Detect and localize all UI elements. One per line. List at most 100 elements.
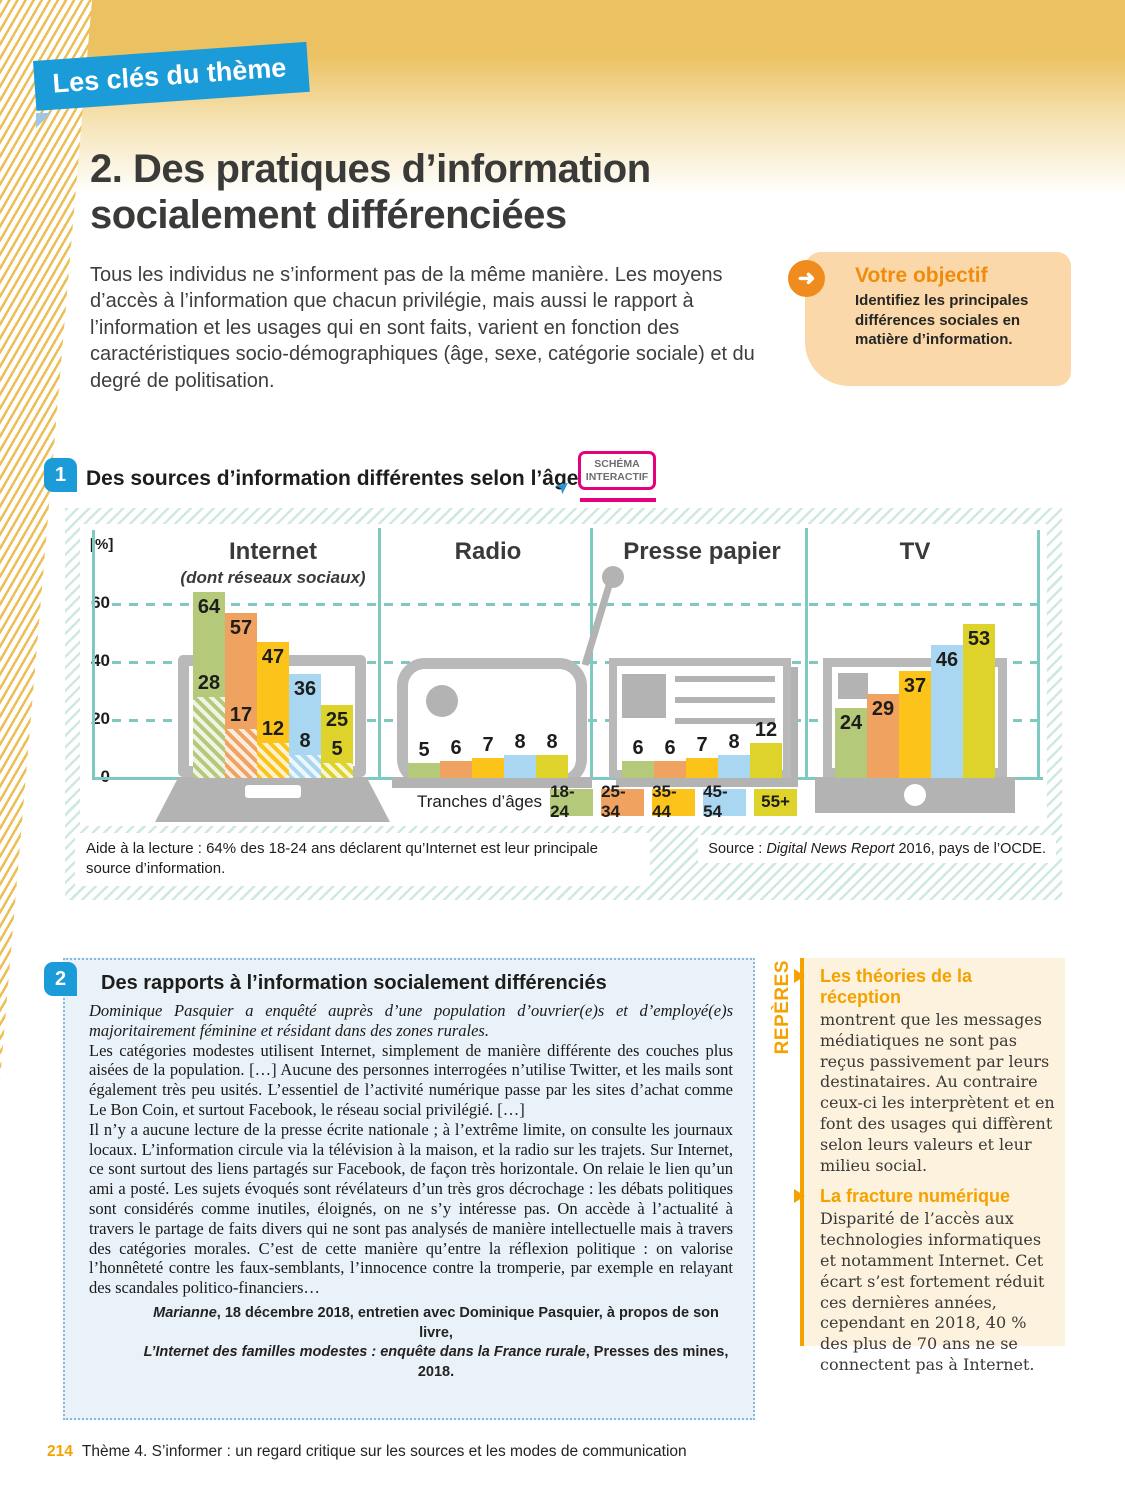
legend-chip-35-44: 35-44 bbox=[652, 782, 696, 821]
bar-slot: 7 bbox=[472, 734, 504, 778]
legend: Tranches d’âges 18-24 25-34 35-44 45-54 55+ bbox=[417, 782, 798, 821]
bar-value-label: 8 bbox=[728, 731, 740, 753]
schema-badge-underline bbox=[580, 498, 656, 502]
bar-value-label: 64 bbox=[197, 596, 221, 618]
bar-slot: 6 bbox=[440, 737, 472, 778]
y-tick-20: 20 bbox=[91, 709, 110, 728]
legend-chips: 18-24 25-34 35-44 45-54 55+ bbox=[550, 782, 798, 821]
bar-Radio-18-24 bbox=[408, 763, 440, 778]
attribution-magazine: Marianne bbox=[153, 1304, 217, 1321]
panel-subtitle-1: (dont réseaux sociaux) bbox=[180, 568, 366, 587]
reperes-item2-title: La fracture numérique bbox=[794, 1186, 1055, 1207]
schema-badge-line1: SCHÉMA bbox=[594, 458, 640, 470]
laptop-trackpad bbox=[245, 785, 301, 798]
footer-text: Thème 4. S’informer : un regard critique… bbox=[81, 1443, 687, 1460]
objective-box: ➜ Votre objectif Identifiez les principa… bbox=[788, 252, 1071, 386]
bar-slot: 53 bbox=[963, 624, 995, 778]
bar-social-value-label: 8 bbox=[299, 730, 311, 752]
bar-Presse papier-55+ bbox=[750, 743, 782, 778]
legend-chip-18-24: 18-24 bbox=[550, 782, 594, 821]
y-axis-unit-label: [%] bbox=[90, 536, 114, 553]
panel-title-1: Internet bbox=[228, 538, 317, 565]
document-box: Des rapports à l’information socialement… bbox=[63, 958, 755, 1420]
tv-stand bbox=[815, 777, 1015, 813]
bar-value-label: 24 bbox=[839, 712, 863, 734]
bar-value-label: 12 bbox=[754, 719, 778, 741]
bar-Radio-45-54 bbox=[504, 755, 536, 778]
reperes-item1-title: Les théories de la réception bbox=[794, 966, 1055, 1008]
bar-slot: 12 bbox=[750, 719, 782, 778]
bar-value-label: 37 bbox=[903, 675, 927, 697]
bar-slot: 24 bbox=[835, 708, 867, 778]
bar-TV-45-54 bbox=[931, 645, 963, 778]
section2-number-badge: 2 bbox=[44, 962, 77, 996]
y-tick-40: 40 bbox=[91, 651, 110, 670]
bar-value-label: 7 bbox=[482, 734, 494, 756]
bar-value-label: 6 bbox=[450, 737, 462, 759]
chart-plot-area: [%] bbox=[80, 524, 1047, 826]
tv-stand-button bbox=[904, 784, 926, 806]
bar-slot: 12 47 bbox=[257, 642, 289, 778]
bar-Radio-55+ bbox=[536, 755, 568, 778]
section2-title: Des rapports à l’information socialement… bbox=[101, 972, 607, 994]
bar-value-label: 5 bbox=[418, 739, 430, 761]
radio-speaker-knob bbox=[426, 685, 458, 717]
bar-group-3: 6 6 7 8 12 bbox=[622, 719, 782, 778]
bar-TV-55+ bbox=[963, 624, 995, 778]
bar-value-label: 47 bbox=[261, 646, 285, 668]
bar-Radio-35-44 bbox=[472, 758, 504, 778]
page-footer: 214 Thème 4. S’informer : un regard crit… bbox=[47, 1443, 687, 1461]
bar-social-value-label: 28 bbox=[197, 672, 221, 694]
source-title: Digital News Report bbox=[766, 841, 895, 857]
attribution-book-title: L’Internet des familles modestes : enquê… bbox=[143, 1344, 586, 1361]
bar-value-label: 29 bbox=[871, 698, 895, 720]
bar-TV-35-44 bbox=[899, 671, 931, 778]
source-suffix: 2016, pays de l’OCDE. bbox=[894, 841, 1046, 857]
bar-Internet-25-34 bbox=[225, 613, 257, 778]
bar-slot: 8 bbox=[504, 731, 536, 778]
bar-slot: 8 bbox=[536, 731, 568, 778]
interactive-schema-badge: SCHÉMA INTERACTIF bbox=[578, 451, 656, 491]
bar-slot: 7 bbox=[686, 734, 718, 778]
schema-badge-line2: INTERACTIF bbox=[585, 470, 649, 483]
bar-Presse papier-18-24 bbox=[622, 761, 654, 778]
bar-Presse papier-45-54 bbox=[718, 755, 750, 778]
intro-paragraph: Tous les individus ne s’informent pas de… bbox=[90, 264, 755, 392]
bar-value-label: 7 bbox=[696, 734, 708, 756]
document-paragraph-2: Il n’y a aucune lecture de la presse écr… bbox=[89, 1119, 733, 1298]
reperes-vertical-label: REPÈRES bbox=[772, 960, 793, 1055]
bar-value-label: 8 bbox=[546, 731, 558, 753]
bar-slot: 8 bbox=[718, 731, 750, 778]
bar-Internet-45-54 bbox=[289, 674, 321, 778]
bar-value-label: 6 bbox=[632, 737, 644, 759]
newspaper-text-line bbox=[675, 697, 775, 703]
source-prefix: Source : bbox=[708, 841, 767, 857]
bar-value-label: 36 bbox=[293, 678, 317, 700]
bar-social-value-label: 17 bbox=[229, 704, 253, 726]
bar-social-hatch bbox=[289, 755, 321, 778]
y-tick-0: 0 bbox=[80, 767, 110, 787]
radio-antenna-icon bbox=[581, 566, 624, 667]
bar-slot: 46 bbox=[931, 645, 963, 778]
bar-TV-25-34 bbox=[867, 694, 899, 778]
section1-number-badge: 1 bbox=[44, 458, 77, 492]
bar-slot: 5 bbox=[408, 739, 440, 778]
panel-title-2: Radio bbox=[454, 538, 522, 565]
document-intro: Dominique Pasquier a enquêté auprès d’un… bbox=[89, 1001, 733, 1040]
legend-label: Tranches d’âges bbox=[417, 792, 543, 811]
panel-title-4: TV bbox=[899, 538, 931, 565]
bar-social-value-label: 12 bbox=[261, 718, 285, 740]
divider-internet-radio bbox=[378, 528, 381, 780]
bar-social-hatch bbox=[321, 763, 353, 778]
theme-banner-label: Les clés du thème bbox=[51, 52, 288, 99]
bar-slot: 5 25 bbox=[321, 705, 353, 778]
reperes-item1-body: montrent que les messages médiatiques ne… bbox=[820, 1010, 1055, 1175]
bar-Radio-25-34 bbox=[440, 761, 472, 778]
bar-Presse papier-25-34 bbox=[654, 761, 686, 778]
laptop-keyboard-illustration bbox=[155, 777, 390, 822]
bar-social-value-label: 5 bbox=[331, 738, 343, 760]
arrow-circle-icon: ➜ bbox=[788, 260, 825, 297]
bar-value-label: 8 bbox=[514, 731, 526, 753]
bar-social-hatch bbox=[193, 697, 225, 778]
